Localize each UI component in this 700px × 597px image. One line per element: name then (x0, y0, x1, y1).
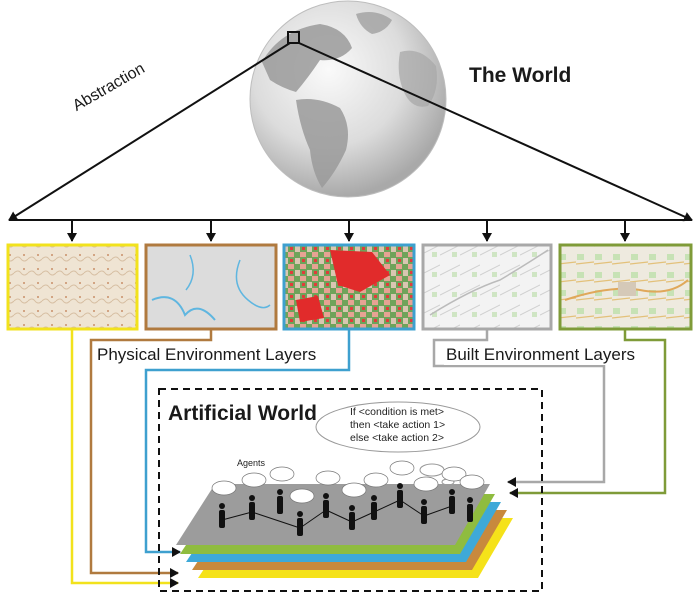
connector-roads (432, 329, 606, 487)
agent-figure (421, 499, 427, 524)
rule-line-then: then <take action 1> (350, 419, 446, 431)
agent-figure (467, 497, 473, 522)
agent-rule: If <condition is met> then <take action … (350, 406, 445, 445)
artificial-world-title: Artificial World (168, 402, 317, 425)
built-environment-label: Built Environment Layers (444, 345, 637, 365)
layer-thumbnail-built-area (558, 243, 693, 331)
agent-link (351, 511, 375, 523)
layer-thumbnail-roads (421, 243, 553, 331)
agent-link (325, 509, 353, 523)
agent-thought-bubble (363, 472, 389, 488)
agent-thought-bubble (211, 480, 237, 496)
agents-group (211, 460, 485, 536)
layer-stack (176, 484, 513, 578)
agent-link (373, 499, 401, 513)
agent-thought-bubble (413, 476, 439, 492)
artificial-world-frame (158, 388, 543, 592)
south-america-shape (296, 99, 348, 188)
layer-arrows (67, 220, 630, 242)
rule-thought-cloud (315, 401, 481, 486)
connector-hydrology (89, 329, 213, 578)
abstraction-line-right (298, 42, 693, 222)
agent-thought-bubble (441, 466, 467, 482)
agent-figure (323, 493, 329, 518)
layer-thumbnail-land-use (282, 243, 416, 331)
agent-link (399, 499, 425, 517)
agents-label: Agents (237, 458, 266, 468)
north-america-shape (262, 24, 352, 92)
agent-thought-bubble (269, 466, 295, 482)
agent-figure (277, 489, 283, 514)
connector-topography (70, 329, 179, 588)
layer-thumbnail-topography (6, 243, 139, 331)
layer-thumbnail-hydrology (144, 243, 278, 331)
agent-figure (371, 495, 377, 520)
agent-figure (349, 505, 355, 530)
physical-environment-label: Physical Environment Layers (95, 345, 319, 365)
agent-link (251, 511, 301, 529)
agent-figure (397, 483, 403, 508)
agent-thought-bubble (389, 460, 415, 476)
agent-figure (449, 489, 455, 514)
connector-built-area (509, 329, 667, 498)
world-title: The World (469, 64, 572, 87)
agent-figure (219, 503, 225, 528)
abstraction-line-left (8, 42, 291, 221)
connector-land-use (144, 329, 351, 557)
rule-line-condition: If <condition is met> (350, 406, 444, 418)
agent-figure (249, 495, 255, 520)
agent-link (423, 505, 453, 517)
agent-thought-bubble (315, 470, 341, 486)
rule-line-else: else <take action 2> (350, 432, 444, 444)
agent-thought-bubble (459, 474, 485, 490)
agent-thought-bubble (341, 482, 367, 498)
selected-region-marker (287, 31, 300, 44)
agent-figure (297, 511, 303, 536)
agent-thought-bubble (241, 472, 267, 488)
agent-link (221, 511, 253, 521)
globe (249, 0, 447, 198)
greenland-shape (356, 12, 392, 34)
agent-thought-bubble (289, 488, 315, 504)
agent-link (299, 509, 327, 529)
